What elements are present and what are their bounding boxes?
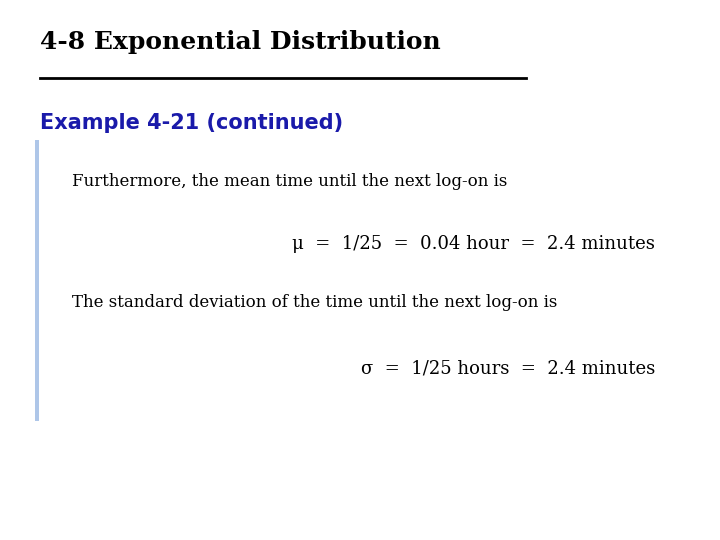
Text: 4-8 Exponential Distribution: 4-8 Exponential Distribution — [40, 30, 441, 53]
Text: μ  =  1/25  =  0.04 hour  =  2.4 minutes: μ = 1/25 = 0.04 hour = 2.4 minutes — [292, 235, 655, 253]
Text: Furthermore, the mean time until the next log-on is: Furthermore, the mean time until the nex… — [72, 173, 508, 190]
Text: The standard deviation of the time until the next log-on is: The standard deviation of the time until… — [72, 294, 557, 311]
Text: Example 4-21 (continued): Example 4-21 (continued) — [40, 113, 343, 133]
Text: σ  =  1/25 hours  =  2.4 minutes: σ = 1/25 hours = 2.4 minutes — [361, 359, 655, 377]
Bar — [35, 140, 39, 421]
